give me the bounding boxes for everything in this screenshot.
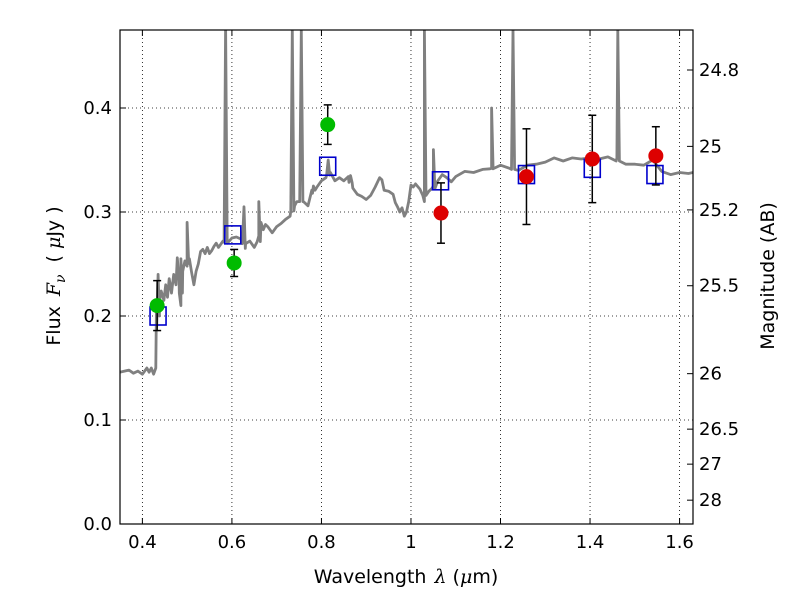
data-point-nir (433, 205, 449, 221)
model-photometry-square (318, 156, 337, 177)
y-tick-label: 0.3 (83, 202, 112, 223)
data-point-nir (584, 151, 600, 167)
x-tick-label: 0.6 (218, 532, 247, 553)
y-tick-label: 0.1 (83, 410, 112, 431)
data-point-nir (518, 169, 534, 185)
y2-tick-label: 26 (699, 364, 722, 385)
y2-axis-label: Magnitude (AB) (757, 202, 779, 350)
plot-layer: 0.4 0.6 0.8 1 1.2 1.4 1.6 0.0 0.1 0.2 0.3 0.4 24.8 25… (83, 29, 739, 553)
data-point-optical (320, 117, 336, 133)
y-tick-label: 0.2 (83, 306, 112, 327)
x-tick-label: 1.4 (576, 532, 605, 553)
y-axis-label: FluxFν(μJy ) (43, 206, 69, 345)
y2-tick-label: 28 (699, 490, 722, 511)
y-tick-label: 0.4 (83, 98, 112, 119)
y2-tick-label: 25 (699, 136, 722, 157)
x-tick-label: 0.8 (307, 532, 336, 553)
x-axis-label: Wavelength λ (μm) (314, 566, 499, 588)
y2-tick-label: 24.8 (699, 60, 739, 81)
x-tick-label: 1.2 (486, 532, 515, 553)
x-tick-label: 0.4 (128, 532, 157, 553)
x-tick-label: 1 (405, 532, 416, 553)
y2-tick-label: 25.5 (699, 276, 739, 297)
data-point-optical (226, 255, 242, 271)
y2-tick-label: 26.5 (699, 419, 739, 440)
y2-tick-label: 25.2 (699, 200, 739, 221)
y-tick-label: 0.0 (83, 514, 112, 535)
plot-frame (119, 29, 694, 525)
model-photometry-square (224, 225, 242, 245)
spectrum-line (120, 30, 693, 376)
model-photometry-square (646, 164, 664, 185)
y2-tick-label: 27 (699, 454, 722, 475)
data-point-optical (149, 298, 165, 314)
data-point-nir (648, 148, 664, 164)
x-tick-label: 1.6 (665, 532, 694, 553)
